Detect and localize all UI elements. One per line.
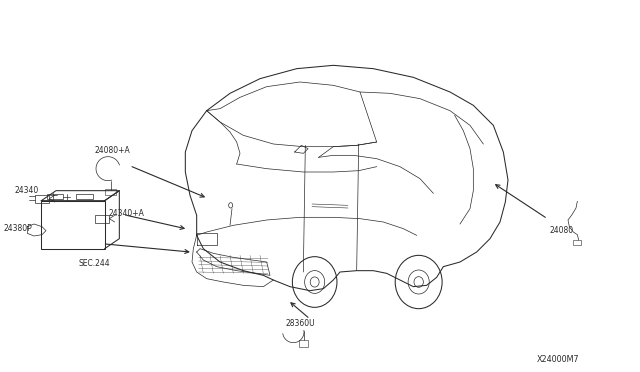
Text: 24380P: 24380P bbox=[3, 224, 32, 233]
Text: 24340: 24340 bbox=[15, 186, 39, 195]
Text: 24080+A: 24080+A bbox=[95, 146, 131, 155]
Bar bbox=[35, 195, 49, 203]
Bar bbox=[47, 194, 63, 199]
Bar bbox=[299, 340, 308, 347]
Bar bbox=[95, 215, 109, 223]
Text: 24340+A: 24340+A bbox=[108, 209, 144, 218]
Text: 24080: 24080 bbox=[550, 226, 574, 235]
Bar bbox=[573, 240, 581, 245]
Bar bbox=[106, 189, 116, 195]
Text: X24000M7: X24000M7 bbox=[537, 356, 579, 365]
Bar bbox=[76, 194, 93, 199]
Text: SEC.244: SEC.244 bbox=[79, 260, 110, 269]
Text: 28360U: 28360U bbox=[285, 320, 315, 328]
Bar bbox=[42, 201, 105, 248]
